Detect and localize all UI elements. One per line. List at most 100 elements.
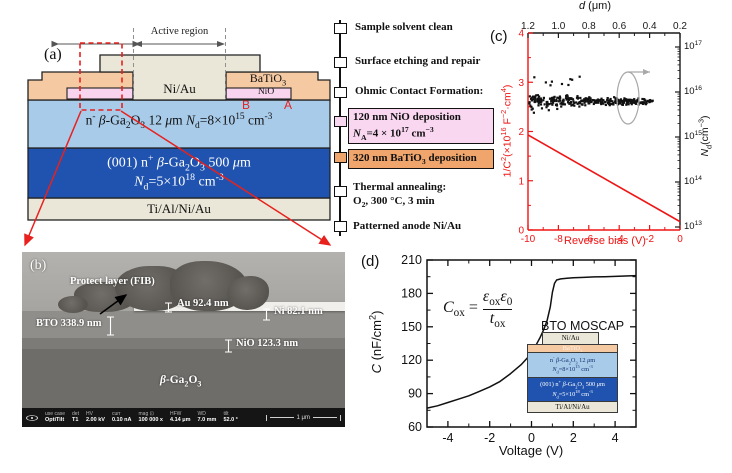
- scatter-point: [608, 100, 611, 103]
- point-a-label: A: [284, 98, 293, 112]
- flow-step-6-line2: O2, 300 °C, 3 min: [353, 194, 435, 209]
- flow-step-marker-2: [334, 57, 347, 68]
- scatter-point: [575, 101, 578, 104]
- scatter-point: [597, 99, 601, 102]
- scatter-point: [547, 109, 550, 112]
- scatter-point: [537, 104, 540, 107]
- scatter-point: [568, 97, 571, 100]
- meta-curr-value: 0.10 nA: [111, 417, 132, 424]
- ni-thickness-label: Ni 82.1 nm: [274, 306, 323, 317]
- scatter-point: [575, 96, 579, 99]
- scatter-point: [601, 100, 604, 103]
- inset-substrate: (001) n+ β-Ga2O3 500 μm Nd=5×1018 cm-3: [527, 376, 618, 402]
- scatter-point: [539, 103, 543, 106]
- meta-hv: HV 2.00 kV: [86, 411, 105, 424]
- substrate-label-1: (001) n+ β-Ga2O3 500 μm: [107, 153, 251, 174]
- d-y-tick-label: 150: [401, 320, 422, 334]
- scatter-point: [622, 99, 625, 103]
- scatter-point: [594, 100, 597, 103]
- scatter-point: [644, 99, 647, 102]
- meta-curr-key: curr: [111, 410, 121, 417]
- scatter-point: [595, 100, 599, 103]
- scatter-point: [609, 98, 612, 102]
- scatter-point: [584, 100, 587, 103]
- scatter-point: [557, 96, 561, 100]
- scatter-point: [578, 75, 581, 78]
- scale-bar-line-left: [269, 417, 294, 418]
- scatter-point: [592, 99, 596, 102]
- scatter-point: [643, 98, 646, 101]
- flow-step-marker-1: [334, 23, 347, 34]
- scatter-point: [548, 103, 551, 106]
- scatter-point: [571, 103, 574, 106]
- scatter-point: [532, 111, 535, 114]
- scatter-point: [551, 96, 554, 99]
- scatter-point: [553, 95, 556, 98]
- scale-bar-label: 1 μm: [296, 414, 310, 421]
- scatter-point: [647, 99, 651, 102]
- sem-bto-region: [22, 311, 345, 338]
- scatter-point: [567, 83, 570, 87]
- scatter-point: [549, 97, 552, 100]
- scatter-point: [577, 96, 580, 99]
- scatter-point: [621, 103, 625, 106]
- equation-denominator: tox: [482, 308, 513, 331]
- d-y-tick-label: 180: [401, 286, 422, 300]
- c-top-tick-label: 1.2: [521, 21, 535, 32]
- inset-epi: n- β-Ga2O3 12 μm Nd=8×1015 cm-3: [527, 351, 618, 378]
- flow-step-marker-7: [334, 221, 347, 232]
- moscap-label: BTO MOSCAP: [541, 319, 625, 333]
- scatter-point: [641, 97, 644, 101]
- scatter-point: [651, 99, 654, 102]
- scatter-point: [542, 96, 545, 99]
- scatter-point: [569, 78, 572, 81]
- scatter-point: [588, 96, 591, 99]
- scatter-point: [634, 102, 637, 105]
- d-x-tick-label: 0: [528, 431, 535, 445]
- meta-usecase: use case OptiTilt: [45, 411, 65, 424]
- scatter-point: [536, 94, 540, 97]
- meta-det-value: T1: [72, 417, 79, 424]
- scatter-point: [544, 81, 547, 84]
- scatter-point: [546, 100, 549, 104]
- scatter-point: [630, 99, 633, 102]
- panel-c-bottom-axis-label: Reverse bias (V): [564, 235, 646, 247]
- c-right-tick-label: 1015: [684, 130, 702, 143]
- scatter-point: [608, 104, 611, 107]
- scatter-point: [614, 97, 617, 100]
- scatter-point: [578, 105, 581, 108]
- scatter-point: [644, 102, 648, 105]
- inset-cathode: Ti/Al/Ni/Au: [527, 400, 618, 413]
- c-top-tick-label: 0.8: [582, 21, 596, 32]
- flow-step-marker-4: [334, 116, 347, 127]
- au-ibar: [165, 302, 172, 313]
- inset-substrate-line2: Nd=5×1018 cm-3: [552, 388, 593, 400]
- flow-step-5-bto-box: 320 nm BaTiO3 deposition: [348, 149, 494, 169]
- c-x-tick-label: -8: [554, 234, 563, 245]
- sem-image: (b) Protect layer (FIB) Au 92.4 nm Ni 82…: [22, 252, 345, 427]
- scatter-point: [629, 100, 633, 104]
- nio-ibar: [225, 339, 232, 353]
- meta-usecase-value: OptiTilt: [45, 417, 65, 424]
- scatter-point: [538, 100, 541, 103]
- scatter-point: [579, 96, 582, 100]
- scatter-point: [606, 99, 609, 102]
- flow-step-4-line1: 120 nm NiO deposition: [353, 111, 461, 123]
- scatter-point: [560, 101, 563, 104]
- meta-hfw: HFW 4.14 μm: [170, 411, 191, 424]
- c-top-tick-label: 0.2: [673, 21, 687, 32]
- meta-tilt: tilt 52.0 °: [223, 411, 237, 424]
- scatter-point: [552, 99, 555, 102]
- scatter-point: [528, 95, 531, 98]
- scatter-point: [573, 104, 576, 107]
- scatter-point: [576, 102, 579, 105]
- flow-line: [339, 20, 341, 236]
- sem-metadata-bar: use case OptiTilt det T1 HV 2.00 kV curr 0.1…: [22, 408, 345, 427]
- scatter-point: [607, 102, 610, 106]
- c-right-tick-label: 1013: [684, 220, 702, 233]
- c-top-tick-label: 1.0: [551, 21, 565, 32]
- inset-epi-line1: n- β-Ga2O3 12 μm: [549, 354, 596, 365]
- panel-d-y-axis-label: C (nF/cm2): [368, 311, 384, 374]
- scatter-point: [530, 98, 533, 102]
